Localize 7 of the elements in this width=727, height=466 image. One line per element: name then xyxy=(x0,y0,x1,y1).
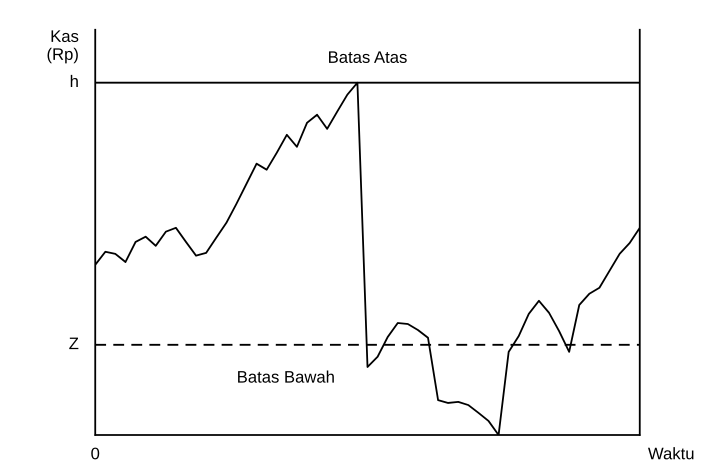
y-axis-title: Kas (Rp) xyxy=(48,30,78,64)
text: 0 xyxy=(91,448,100,460)
ref-line-label: Z xyxy=(69,338,78,350)
annotation: Batas Bawah xyxy=(238,370,334,383)
text: Batas Atas xyxy=(329,51,407,63)
x-axis-title: Waktu xyxy=(648,447,694,460)
ref-line-label: h xyxy=(70,74,78,87)
